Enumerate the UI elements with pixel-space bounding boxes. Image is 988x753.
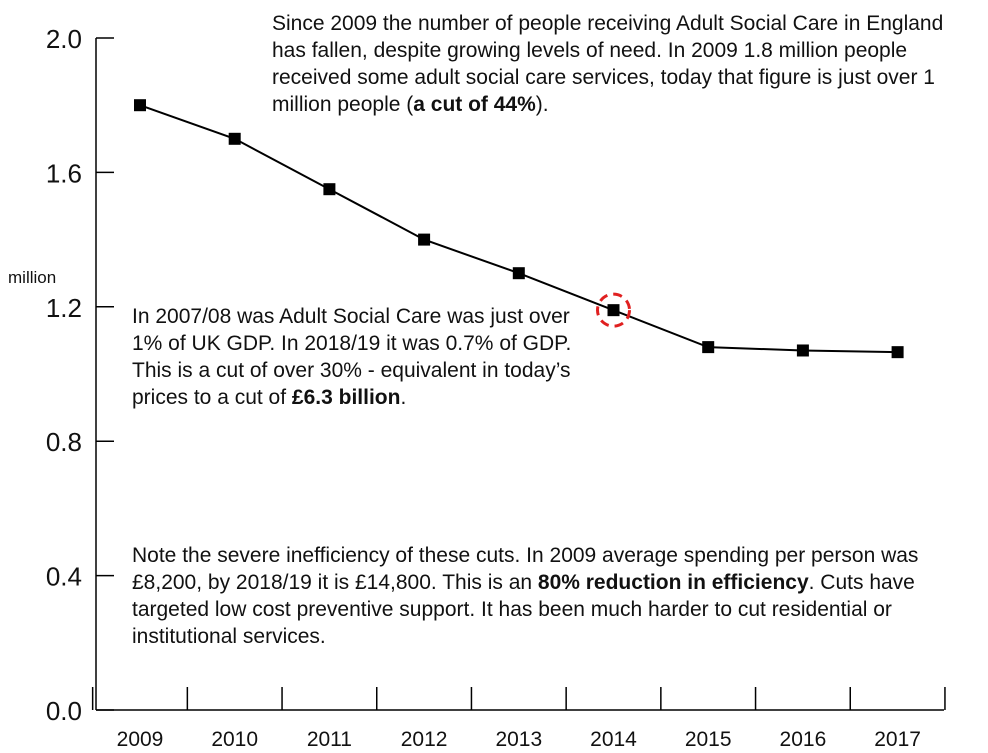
- data-point-2014: [607, 304, 620, 317]
- y-tick-label: 0.8: [46, 427, 82, 457]
- x-tick-label: 2009: [117, 728, 164, 751]
- annotation-top-text: Since 2009 the number of people receivin…: [272, 12, 944, 116]
- x-tick-label: 2015: [685, 728, 732, 751]
- annotation-middle-bold: £6.3 billion: [291, 386, 401, 409]
- y-axis-ticks: 0.0 0.4 0.8 1.2 1.6 2.0: [46, 24, 114, 726]
- annotation-top-bold: a cut of 44%: [413, 93, 536, 116]
- x-tick-label: 2013: [495, 728, 542, 751]
- y-tick-label: 2.0: [46, 24, 82, 54]
- x-tick-label: 2017: [874, 728, 921, 751]
- annotation-bottom-text: Note the severe inefficiency of these cu…: [132, 544, 919, 594]
- data-point-2011: [323, 183, 336, 196]
- x-axis-ticks: 2009 2010 2011 2012 2013 2014 2015 2016 2017: [91, 687, 946, 751]
- annotation-bottom-bold: 80% reduction in efficiency: [537, 571, 809, 594]
- annotation-bottom: Note the severe inefficiency of these cu…: [132, 542, 982, 650]
- y-tick-label: 0.0: [46, 696, 82, 726]
- annotation-top-after: ).: [535, 93, 549, 116]
- data-markers: [134, 99, 904, 359]
- annotation-middle-after: .: [400, 386, 407, 409]
- x-tick-label: 2014: [590, 728, 637, 751]
- x-tick-label: 2010: [211, 728, 258, 751]
- y-tick-label: 1.6: [46, 158, 82, 188]
- y-axis-label: million: [8, 268, 56, 287]
- data-point-2009: [134, 99, 146, 112]
- annotation-bottom-after: . Cuts have targeted low cost preventive…: [132, 571, 915, 648]
- annotation-middle-text: In 2007/08 was Adult Social Care was jus…: [132, 305, 572, 409]
- x-tick-label: 2011: [307, 728, 352, 751]
- annotation-middle: In 2007/08 was Adult Social Care was jus…: [132, 303, 594, 411]
- y-tick-label: 0.4: [46, 562, 82, 592]
- x-tick-label: 2012: [401, 728, 448, 751]
- data-point-2010: [228, 132, 241, 145]
- x-tick-label: 2016: [780, 728, 827, 751]
- axes: [95, 38, 944, 711]
- data-point-2017: [891, 346, 904, 359]
- data-point-2016: [796, 344, 809, 357]
- highlight-circle-2014: [596, 292, 631, 328]
- data-point-2012: [418, 233, 431, 246]
- data-point-2015: [702, 341, 715, 354]
- y-tick-label: 1.2: [46, 293, 82, 323]
- annotation-top: Since 2009 the number of people receivin…: [272, 10, 972, 118]
- data-point-2013: [512, 267, 525, 280]
